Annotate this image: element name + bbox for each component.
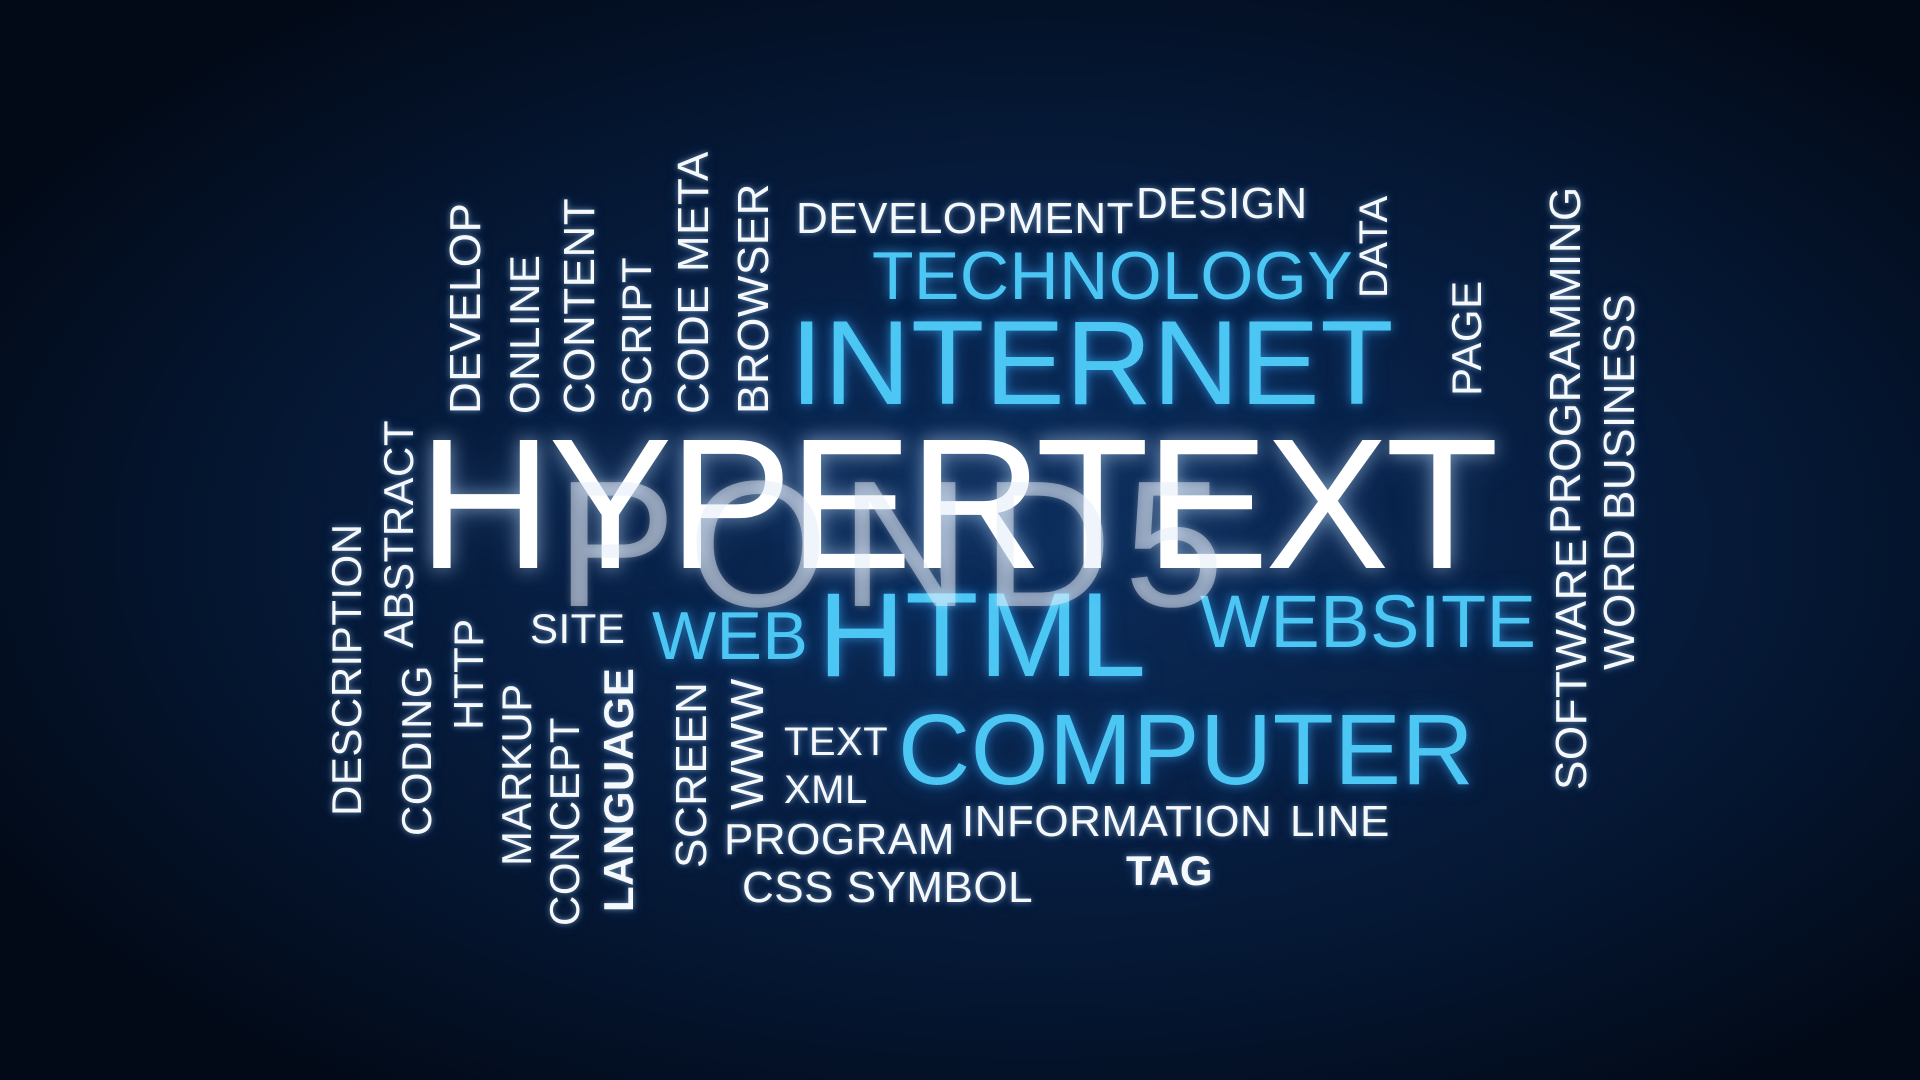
word-online: ONLINE [501, 254, 548, 414]
word-code-meta: CODE META [669, 151, 718, 414]
word-www: WWW [721, 678, 773, 810]
word-data: DATA [1352, 195, 1396, 298]
word-xml: XML [784, 768, 868, 812]
word-word: WORD [1595, 528, 1644, 670]
word-line: LINE [1290, 797, 1390, 846]
word-page: PAGE [1443, 280, 1490, 396]
word-internet: INTERNET [790, 296, 1394, 430]
word-script: SCRIPT [613, 256, 660, 414]
word-computer: COMPUTER [898, 694, 1475, 806]
word-css-symbol: CSS SYMBOL [742, 863, 1034, 912]
pond5-watermark: POND5 [556, 444, 1237, 645]
word-text: TEXT [784, 720, 889, 764]
word-html: HTML [818, 568, 1147, 702]
word-browser: BROWSER [729, 183, 778, 414]
word-coding: CODING [393, 665, 440, 836]
word-description: DESCRIPTION [323, 523, 370, 816]
word-hypertext: HYPERTEXT [418, 401, 1499, 608]
word-development: DEVELOPMENT [796, 194, 1135, 243]
word-website: WEBSITE [1200, 580, 1537, 663]
word-design: DESIGN [1136, 179, 1308, 228]
word-programming: PROGRAMMING [1541, 186, 1590, 534]
word-tag: TAG [1126, 847, 1214, 894]
word-content: CONTENT [555, 197, 604, 414]
word-develop: DEVELOP [441, 202, 490, 414]
word-business: BUSINESS [1595, 293, 1644, 520]
word-information: INFORMATION [962, 797, 1273, 846]
word-site: SITE [530, 605, 626, 652]
word-web: WEB [652, 598, 809, 674]
word-technology: TECHNOLOGY [872, 238, 1354, 314]
word-markup: MARKUP [493, 683, 540, 866]
word-http: HTTP [445, 618, 492, 730]
word-program: PROGRAM [724, 815, 955, 864]
word-software: SOFTWARE [1547, 538, 1596, 790]
word-language: LANGUAGE [595, 667, 642, 912]
word-screen: SCREEN [667, 681, 716, 868]
word-concept: CONCEPT [541, 717, 588, 926]
word-abstract: ABSTRACT [375, 419, 422, 648]
